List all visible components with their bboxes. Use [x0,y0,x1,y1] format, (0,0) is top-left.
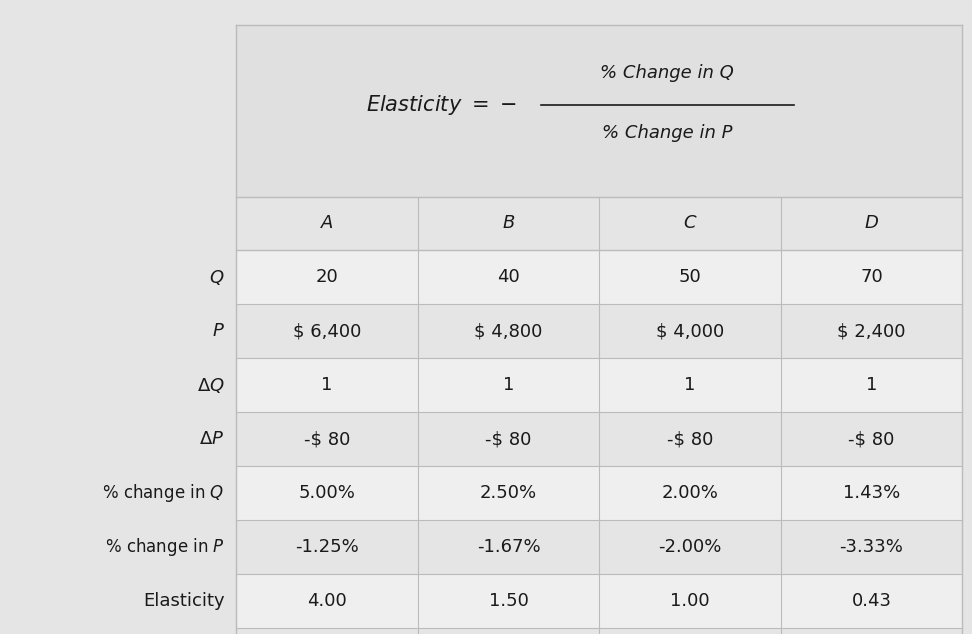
Text: 20: 20 [316,268,338,287]
FancyBboxPatch shape [236,25,962,197]
FancyBboxPatch shape [236,628,962,634]
Text: 2.00%: 2.00% [662,484,718,502]
Text: -1.67%: -1.67% [476,538,540,556]
Text: 1: 1 [866,376,877,394]
FancyBboxPatch shape [236,466,962,520]
Text: $\Delta\it{Q}$: $\Delta\it{Q}$ [196,376,225,394]
Text: 1: 1 [684,376,696,394]
FancyBboxPatch shape [236,25,962,634]
Text: $ 4,800: $ 4,800 [474,322,542,340]
Text: $\it{Elasticity}$ $=$ $-$: $\it{Elasticity}$ $=$ $-$ [366,93,517,117]
Text: -$ 80: -$ 80 [304,430,350,448]
Text: 40: 40 [497,268,520,287]
Text: -$ 80: -$ 80 [485,430,532,448]
FancyBboxPatch shape [236,250,962,304]
FancyBboxPatch shape [236,412,962,466]
Text: 1: 1 [322,376,332,394]
FancyBboxPatch shape [236,574,962,628]
Text: 4.00: 4.00 [307,592,347,610]
Text: 1.43%: 1.43% [843,484,900,502]
Text: $\it{B}$: $\it{B}$ [502,214,515,233]
Text: -$ 80: -$ 80 [667,430,713,448]
Text: 1.00: 1.00 [670,592,710,610]
Text: -2.00%: -2.00% [658,538,721,556]
Text: 1.50: 1.50 [489,592,529,610]
Text: $ 2,400: $ 2,400 [837,322,906,340]
Text: 5.00%: 5.00% [298,484,356,502]
Text: $\it{Q}$: $\it{Q}$ [209,268,225,287]
Text: % Change in Q: % Change in Q [601,64,734,82]
Text: $\it{D}$: $\it{D}$ [864,214,879,233]
Text: 70: 70 [860,268,883,287]
Text: % Change in P: % Change in P [602,124,733,142]
Text: $\it{P}$: $\it{P}$ [212,322,225,340]
Text: $ 4,000: $ 4,000 [656,322,724,340]
Text: $\it{C}$: $\it{C}$ [682,214,697,233]
FancyBboxPatch shape [236,358,962,412]
Text: $ 6,400: $ 6,400 [293,322,362,340]
Text: $\it{A}$: $\it{A}$ [320,214,334,233]
Text: % change in $\it{P}$: % change in $\it{P}$ [105,536,225,558]
FancyBboxPatch shape [236,520,962,574]
Text: Elasticity: Elasticity [143,592,225,610]
Text: 2.50%: 2.50% [480,484,538,502]
Text: $\Delta\it{P}$: $\Delta\it{P}$ [199,430,225,448]
Text: 1: 1 [503,376,514,394]
Text: -1.25%: -1.25% [295,538,359,556]
Text: 0.43: 0.43 [851,592,891,610]
FancyBboxPatch shape [236,304,962,358]
Text: -$ 80: -$ 80 [849,430,894,448]
Text: -3.33%: -3.33% [840,538,903,556]
Text: % change in $\it{Q}$: % change in $\it{Q}$ [102,482,225,504]
Text: 50: 50 [678,268,702,287]
